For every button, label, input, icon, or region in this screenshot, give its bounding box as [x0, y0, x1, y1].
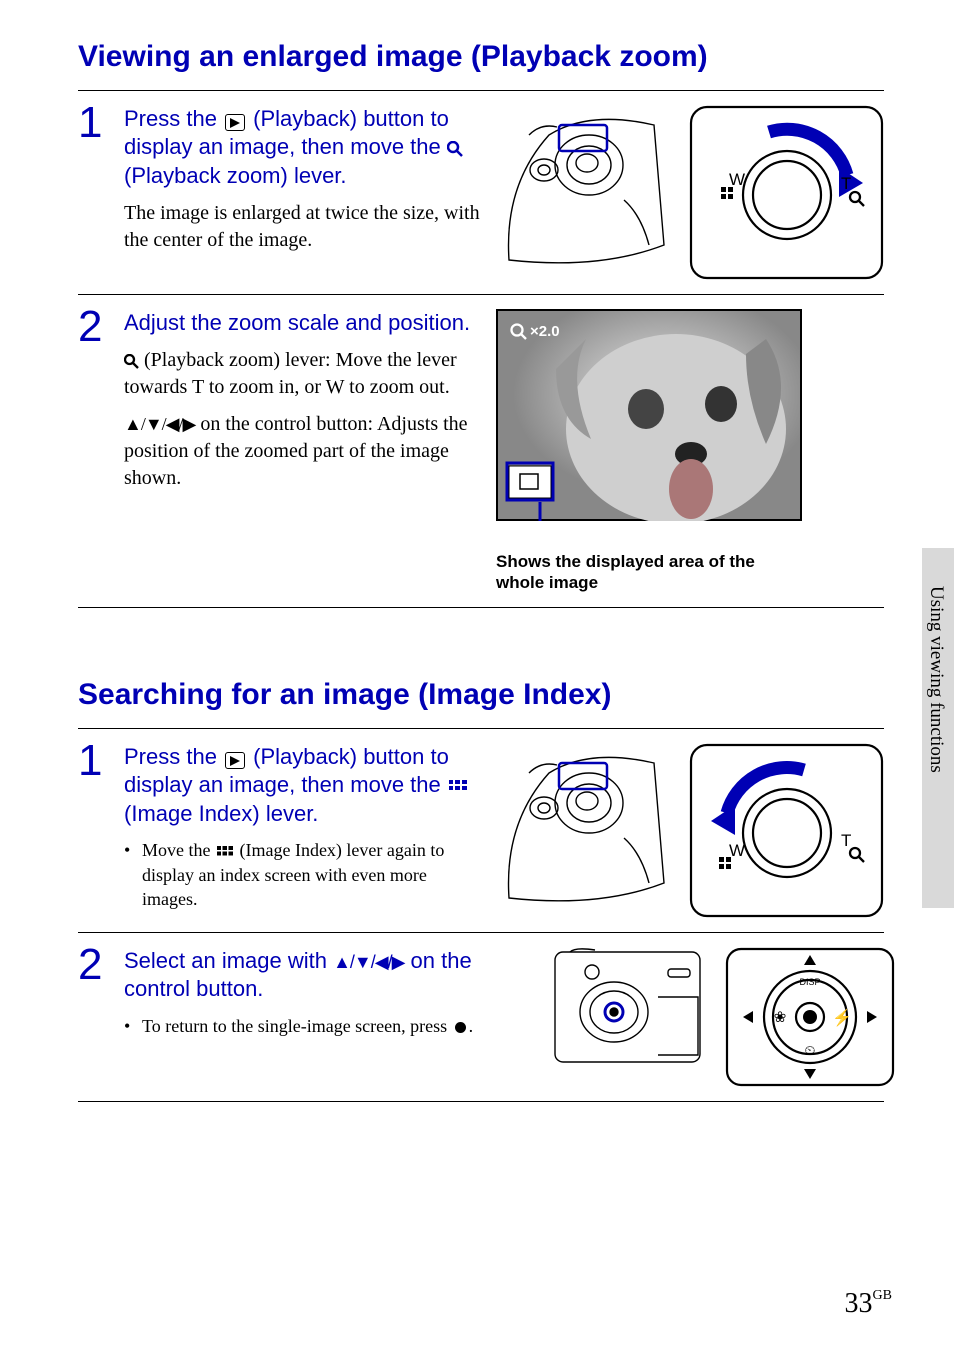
dpad-arrows-icon: ▲/▼/◀/▶	[124, 414, 195, 434]
divider	[78, 1101, 884, 1102]
step-number: 2	[78, 943, 106, 1087]
manual-page: Viewing an enlarged image (Playback zoom…	[0, 0, 954, 1357]
divider	[78, 607, 884, 608]
section1-step2: 2 Adjust the zoom scale and position. (P…	[78, 301, 884, 602]
step-number: 1	[78, 101, 106, 280]
bullet-item: • Move the (Image Index) lever again to …	[124, 838, 480, 911]
svg-text:DISP: DISP	[799, 977, 820, 987]
step-heading: Press the (Playback) button to display a…	[124, 105, 480, 191]
step-heading: Press the (Playback) button to display a…	[124, 743, 480, 829]
bullet-item: • To return to the single-image screen, …	[124, 1014, 534, 1038]
zoom-preview-diagram: ×2.0	[496, 309, 802, 521]
step-heading: Adjust the zoom scale and position.	[124, 309, 480, 338]
step-description: (Playback zoom) lever: Move the lever to…	[124, 347, 480, 401]
magnify-icon	[447, 141, 463, 157]
section-1-title: Viewing an enlarged image (Playback zoom…	[78, 38, 884, 76]
svg-text:×2.0: ×2.0	[530, 323, 560, 340]
control-wheel-diagram: DISP ❀ ⚡ ⏲	[725, 947, 895, 1087]
camera-back-diagram	[550, 947, 705, 1067]
section2-step1: 1 Press the (Playback) button to display…	[78, 735, 884, 926]
playback-icon	[225, 114, 245, 131]
svg-text:T: T	[841, 831, 851, 850]
section-2-title: Searching for an image (Image Index)	[78, 676, 884, 714]
section1-step1: 1 Press the (Playback) button to display…	[78, 97, 884, 288]
divider	[78, 90, 884, 91]
step-description: ▲/▼/◀/▶ on the control button: Adjusts t…	[124, 411, 480, 492]
divider	[78, 294, 884, 295]
page-number: 33GB	[845, 1285, 892, 1323]
dpad-arrows-icon: ▲/▼/◀/▶	[333, 952, 404, 972]
step-heading: Select an image with ▲/▼/◀/▶ on the cont…	[124, 947, 534, 1004]
step-number: 2	[78, 305, 106, 594]
svg-text:⚡: ⚡	[832, 1008, 852, 1027]
zoom-lever-t-diagram: W T	[689, 105, 884, 280]
svg-text:⏲: ⏲	[805, 1044, 816, 1059]
playback-icon	[225, 752, 245, 769]
step-description: The image is enlarged at twice the size,…	[124, 200, 480, 254]
index-icon	[217, 846, 233, 857]
camera-top-diagram	[499, 105, 669, 265]
svg-text:T: T	[841, 174, 851, 193]
chapter-label: Using viewing functions	[923, 586, 949, 773]
divider	[78, 932, 884, 933]
magnify-icon	[124, 354, 139, 369]
section2-step2: 2 Select an image with ▲/▼/◀/▶ on the co…	[78, 939, 884, 1095]
index-icon	[449, 780, 467, 793]
zoom-lever-w-diagram: W T	[689, 743, 884, 918]
step-number: 1	[78, 739, 106, 918]
svg-text:W: W	[729, 841, 745, 860]
svg-text:W: W	[729, 170, 745, 189]
camera-top-diagram	[499, 743, 669, 903]
center-dot-icon	[454, 1021, 467, 1034]
figure-caption: Shows the displayed area of the whole im…	[496, 551, 796, 594]
divider	[78, 728, 884, 729]
svg-text:❀: ❀	[774, 1010, 787, 1026]
